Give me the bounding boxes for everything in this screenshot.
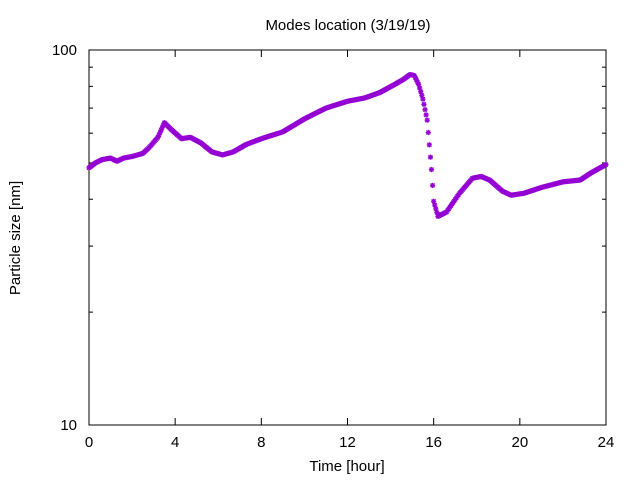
plot-frame xyxy=(88,49,607,426)
data-point xyxy=(603,161,609,168)
x-tick-label: 20 xyxy=(511,434,528,451)
x-tick-label: 16 xyxy=(425,434,442,451)
x-tick-label: 12 xyxy=(339,434,356,451)
data-point xyxy=(422,106,428,113)
data-point xyxy=(424,117,430,123)
data-series xyxy=(86,71,609,219)
data-point xyxy=(423,112,429,118)
x-axis-label: Time [hour] xyxy=(309,458,384,475)
y-axis-label: Particle size [nm] xyxy=(7,181,24,295)
data-point xyxy=(429,182,436,189)
x-axis: 0 4 8 12 16 20 24 xyxy=(85,50,615,451)
data-point xyxy=(425,129,431,136)
y-tick-label: 100 xyxy=(52,42,77,59)
chart-title: Modes location (3/19/19) xyxy=(265,17,430,34)
data-point xyxy=(428,166,435,173)
x-tick-label: 8 xyxy=(257,434,265,451)
x-tick-label: 4 xyxy=(171,434,179,451)
y-tick-label: 10 xyxy=(60,417,77,434)
data-point xyxy=(426,142,432,148)
data-point xyxy=(427,154,434,160)
data-point xyxy=(412,75,418,81)
data-point xyxy=(421,101,427,107)
x-tick-label: 24 xyxy=(598,434,615,451)
data-point xyxy=(420,96,426,102)
x-tick-label: 0 xyxy=(85,434,93,451)
y-axis: 10 100 xyxy=(52,42,606,434)
